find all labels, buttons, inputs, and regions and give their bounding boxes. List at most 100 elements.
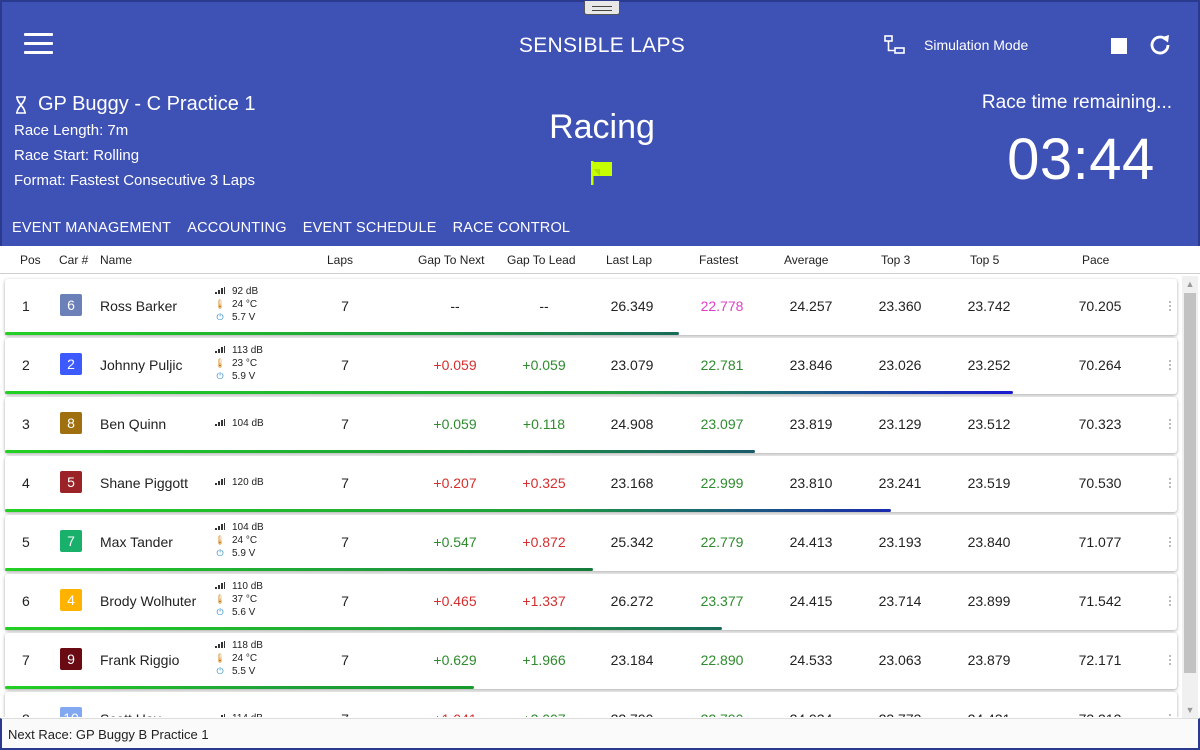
cell-pace: 71.077 bbox=[1078, 534, 1122, 550]
more-options-icon[interactable] bbox=[1169, 419, 1172, 431]
col-average[interactable]: Average bbox=[784, 253, 829, 267]
thermometer-icon: 🌡︎ bbox=[214, 299, 226, 309]
table-scrollbar[interactable]: ▲ ▼ bbox=[1182, 276, 1198, 718]
lap-progress-bar bbox=[5, 509, 892, 512]
results-table: 1 6 Ross Barker 92 dB 🌡︎ 24 °C ⏻ 5.7 V 7 -- -- 26.3… bbox=[0, 274, 1182, 717]
col-pace[interactable]: Pace bbox=[1082, 253, 1110, 267]
window-drag-handle[interactable] bbox=[584, 1, 620, 15]
tab-event-management[interactable]: EVENT MANAGEMENT bbox=[12, 220, 172, 236]
cell-gap-next: +0.059 bbox=[433, 416, 477, 432]
cell-pace: 71.542 bbox=[1078, 593, 1122, 609]
table-row[interactable]: 2 2 Johnny Puljic 113 dB 🌡︎ 23 °C ⏻ 5.9 V 7 +0.05… bbox=[5, 338, 1177, 394]
cell-last-lap: 23.079 bbox=[610, 357, 654, 373]
lap-progress-bar bbox=[5, 391, 1013, 394]
cell-top3: 23.129 bbox=[878, 416, 922, 432]
cell-gap-lead: +0.325 bbox=[522, 475, 566, 491]
cell-fastest: 22.890 bbox=[700, 652, 744, 668]
tab-event-schedule[interactable]: EVENT SCHEDULE bbox=[302, 220, 437, 236]
col-pos[interactable]: Pos bbox=[20, 253, 41, 267]
cell-average: 24.533 bbox=[789, 652, 833, 668]
table-row[interactable]: 7 9 Frank Riggio 118 dB 🌡︎ 24 °C ⏻ 5.5 V 7 +0.629… bbox=[5, 633, 1177, 689]
scroll-up-icon[interactable]: ▲ bbox=[1185, 279, 1195, 289]
app-header: SENSIBLE LAPS Simulation Mode GP Buggy -… bbox=[0, 0, 1200, 248]
temperature: 37 °C bbox=[232, 594, 258, 605]
signal-strength: 118 dB bbox=[232, 640, 263, 651]
more-options-icon[interactable] bbox=[1169, 478, 1172, 490]
signal-strength: 92 dB bbox=[232, 286, 259, 297]
cell-pace: 73.313 bbox=[1060, 711, 1140, 717]
cell-top5: 24.431 bbox=[949, 711, 1029, 717]
cell-laps: 7 bbox=[305, 711, 385, 717]
more-options-icon[interactable] bbox=[1169, 655, 1172, 667]
table-row[interactable]: 3 8 Ben Quinn 104 dB 7 +0.059 +0.118 24.908 23.0… bbox=[5, 397, 1177, 453]
hamburger-menu-icon[interactable] bbox=[24, 33, 53, 55]
col-name[interactable]: Name bbox=[100, 253, 133, 267]
tab-accounting[interactable]: ACCOUNTING bbox=[187, 220, 287, 236]
row-position: 8 bbox=[22, 711, 30, 717]
row-position: 1 bbox=[22, 298, 30, 314]
voltage: 5.5 V bbox=[232, 666, 256, 677]
col-fastest[interactable]: Fastest bbox=[699, 253, 739, 267]
col-car[interactable]: Car # bbox=[59, 253, 89, 267]
table-row[interactable]: 1 6 Ross Barker 92 dB 🌡︎ 24 °C ⏻ 5.7 V 7 -- -- 26.3… bbox=[5, 279, 1177, 335]
telemetry: 118 dB 🌡︎ 24 °C ⏻ 5.5 V bbox=[214, 639, 263, 678]
simulation-mode-label[interactable]: Simulation Mode bbox=[924, 37, 1029, 53]
tab-race-control[interactable]: RACE CONTROL bbox=[444, 208, 579, 248]
col-laps[interactable]: Laps bbox=[327, 253, 354, 267]
car-number-badge: 4 bbox=[60, 589, 82, 611]
cell-top5: 23.519 bbox=[967, 475, 1011, 491]
signal-strength: 120 dB bbox=[232, 477, 264, 488]
stop-icon[interactable] bbox=[1111, 38, 1127, 54]
race-length: Race Length: 7m bbox=[14, 122, 129, 139]
temperature: 24 °C bbox=[232, 653, 258, 664]
cell-gap-lead: +1.337 bbox=[522, 593, 566, 609]
power-icon: ⏻ bbox=[216, 666, 224, 676]
table-header: Pos Car # Name Laps Gap To Next Gap To L… bbox=[0, 246, 1200, 274]
col-top5[interactable]: Top 5 bbox=[970, 253, 1000, 267]
driver-name: Frank Riggio bbox=[100, 652, 180, 668]
table-row[interactable]: 5 7 Max Tander 104 dB 🌡︎ 24 °C ⏻ 5.9 V 7 +0.547 +0… bbox=[5, 515, 1177, 571]
signal-icon bbox=[214, 639, 226, 652]
cell-fastest: 23.377 bbox=[700, 593, 744, 609]
cell-fastest: 22.779 bbox=[700, 534, 744, 550]
col-gap-lead[interactable]: Gap To Lead bbox=[507, 253, 576, 267]
more-options-icon[interactable] bbox=[1169, 301, 1172, 313]
cell-top5: 23.252 bbox=[967, 357, 1011, 373]
refresh-icon[interactable] bbox=[1147, 32, 1173, 58]
cell-top5: 23.512 bbox=[967, 416, 1011, 432]
driver-name: Ben Quinn bbox=[100, 416, 167, 432]
col-last-lap[interactable]: Last Lap bbox=[606, 253, 653, 267]
table-row[interactable]: 6 4 Brody Wolhuter 110 dB 🌡︎ 37 °C ⏻ 5.6 V 7 +0.4… bbox=[5, 574, 1177, 630]
table-row[interactable]: 4 5 Shane Piggott 120 dB 7 +0.207 +0.325 23.168… bbox=[5, 456, 1177, 512]
table-row[interactable]: 8 10 Scott Hay 114 dB 7 +1.041 +3.007 22.790 22.… bbox=[5, 692, 1177, 717]
next-race-label: Next Race: GP Buggy B Practice 1 bbox=[8, 727, 209, 742]
thermometer-icon: 🌡︎ bbox=[214, 594, 226, 604]
scroll-thumb[interactable] bbox=[1184, 293, 1196, 673]
col-gap-next[interactable]: Gap To Next bbox=[418, 253, 485, 267]
driver-name: Shane Piggott bbox=[100, 475, 188, 491]
more-options-icon[interactable] bbox=[1169, 714, 1172, 717]
scroll-down-icon[interactable]: ▼ bbox=[1185, 705, 1195, 715]
green-flag-icon bbox=[591, 161, 612, 185]
driver-name: Brody Wolhuter bbox=[100, 593, 197, 609]
telemetry: 92 dB 🌡︎ 24 °C ⏻ 5.7 V bbox=[214, 285, 258, 324]
col-top3[interactable]: Top 3 bbox=[881, 253, 911, 267]
race-name-text: GP Buggy - C Practice 1 bbox=[38, 93, 256, 115]
more-options-icon[interactable] bbox=[1169, 596, 1172, 608]
car-number-badge: 9 bbox=[60, 648, 82, 670]
more-options-icon[interactable] bbox=[1169, 537, 1172, 549]
cell-last-lap: 23.184 bbox=[610, 652, 654, 668]
car-number-badge: 10 bbox=[60, 707, 82, 717]
cell-pace: 70.530 bbox=[1078, 475, 1122, 491]
cell-laps: 7 bbox=[341, 298, 349, 314]
signal-icon bbox=[214, 712, 226, 717]
driver-name: Ross Barker bbox=[100, 298, 178, 314]
telemetry: 114 dB bbox=[214, 712, 263, 717]
driver-name: Max Tander bbox=[100, 534, 173, 550]
power-icon: ⏻ bbox=[216, 548, 224, 558]
cell-average: 24.415 bbox=[789, 593, 833, 609]
voltage: 5.9 V bbox=[232, 548, 256, 559]
network-icon[interactable] bbox=[884, 35, 906, 55]
more-options-icon[interactable] bbox=[1169, 360, 1172, 372]
telemetry: 104 dB bbox=[214, 417, 264, 430]
